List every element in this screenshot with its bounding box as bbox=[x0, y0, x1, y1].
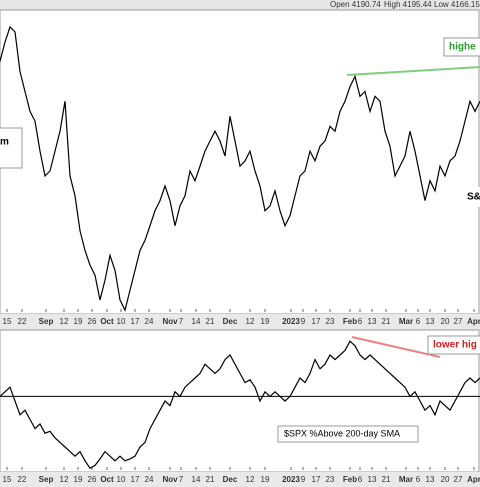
x-tick-label: 17 bbox=[131, 317, 140, 326]
x-tick-label: 15 bbox=[3, 317, 12, 326]
annotation: highe bbox=[449, 42, 476, 53]
x-tick-label: Sep bbox=[39, 317, 54, 326]
header-high: High 4195.44 bbox=[384, 0, 432, 9]
x-tick-label: Nov bbox=[162, 475, 178, 484]
x-tick-label: 7 bbox=[179, 317, 184, 326]
x-tick-label: 23 bbox=[326, 475, 335, 484]
x-tick-label: Apr bbox=[467, 475, 480, 484]
x-tick-label: Feb bbox=[343, 475, 357, 484]
annotation: m bbox=[0, 137, 9, 148]
x-tick-label: 15 bbox=[3, 475, 12, 484]
x-tick-label: Dec bbox=[223, 475, 238, 484]
x-tick-label: 14 bbox=[192, 317, 201, 326]
x-tick-label: 13 bbox=[426, 475, 435, 484]
x-tick-label: 9 bbox=[301, 317, 306, 326]
x-tick-label: Oct bbox=[100, 317, 114, 326]
x-tick-label: Apr bbox=[467, 317, 480, 326]
bottom-axis-strip bbox=[0, 472, 480, 487]
x-tick-label: 27 bbox=[454, 475, 463, 484]
x-tick-label: Oct bbox=[100, 475, 114, 484]
x-tick-label: 12 bbox=[246, 317, 255, 326]
note-box bbox=[427, 335, 480, 355]
x-tick-label: 2023 bbox=[282, 317, 300, 326]
x-tick-label: Mar bbox=[399, 475, 413, 484]
x-tick-label: 20 bbox=[441, 475, 450, 484]
x-tick-label: 21 bbox=[206, 317, 215, 326]
x-tick-label: 7 bbox=[179, 475, 184, 484]
x-tick-label: 2023 bbox=[282, 475, 300, 484]
x-tick-label: 22 bbox=[18, 475, 27, 484]
x-tick-label: Dec bbox=[223, 317, 238, 326]
x-tick-label: 13 bbox=[368, 475, 377, 484]
x-tick-label: 13 bbox=[368, 317, 377, 326]
trend-line bbox=[351, 336, 441, 358]
note-box bbox=[462, 187, 480, 207]
x-tick-label: 24 bbox=[145, 317, 154, 326]
x-tick-label: 13 bbox=[426, 317, 435, 326]
x-tick-label: Mar bbox=[399, 317, 413, 326]
x-tick-label: Nov bbox=[162, 317, 178, 326]
annotation: lower hig bbox=[433, 340, 477, 351]
note-box bbox=[0, 127, 23, 169]
x-tick-label: 10 bbox=[117, 317, 126, 326]
x-tick-label: 21 bbox=[382, 317, 391, 326]
price-line bbox=[0, 25, 480, 312]
x-tick-label: 26 bbox=[88, 475, 97, 484]
x-tick-label: 14 bbox=[192, 475, 201, 484]
note-box bbox=[443, 37, 480, 57]
x-tick-label: 12 bbox=[60, 475, 69, 484]
plots: 15 22 Sep 12 19 26 Oct 10 17 24 Nov 7 14 21 Dec 12 19 202… bbox=[0, 25, 480, 484]
x-tick-label: 10 bbox=[117, 475, 126, 484]
x-tick-label: 6 bbox=[358, 317, 363, 326]
trend-line bbox=[346, 66, 480, 76]
x-tick-label: 6 bbox=[416, 317, 421, 326]
x-tick-label: 17 bbox=[131, 475, 140, 484]
x-tick-label: 27 bbox=[454, 317, 463, 326]
bottom-panel bbox=[0, 329, 480, 473]
x-tick-label: 23 bbox=[326, 317, 335, 326]
annotation: S& bbox=[467, 192, 480, 203]
x-tick-label: 19 bbox=[261, 317, 270, 326]
x-tick-label: 6 bbox=[358, 475, 363, 484]
x-tick-label: 12 bbox=[60, 317, 69, 326]
price-line bbox=[0, 340, 480, 469]
x-tick-label: Sep bbox=[39, 475, 54, 484]
x-tick-label: Feb bbox=[343, 317, 357, 326]
x-tick-label: 26 bbox=[88, 317, 97, 326]
x-tick-label: 19 bbox=[261, 475, 270, 484]
x-tick-label: 20 bbox=[441, 317, 450, 326]
x-tick-label: 9 bbox=[301, 475, 306, 484]
x-tick-label: 21 bbox=[206, 475, 215, 484]
header-low: Low 4166.15 bbox=[434, 0, 480, 9]
header-strip bbox=[0, 0, 480, 10]
x-tick-label: 6 bbox=[416, 475, 421, 484]
x-tick-label: 19 bbox=[74, 317, 83, 326]
top-axis-strip bbox=[0, 314, 480, 330]
x-tick-label: 24 bbox=[145, 475, 154, 484]
x-tick-label: 22 bbox=[18, 317, 27, 326]
x-tick-label: 21 bbox=[382, 475, 391, 484]
x-tick-label: 17 bbox=[312, 317, 321, 326]
note-box bbox=[277, 425, 419, 443]
x-tick-label: 12 bbox=[246, 475, 255, 484]
header-open: Open 4190.74 bbox=[330, 0, 381, 9]
annotation: $SPX %Above 200-day SMA bbox=[284, 428, 400, 438]
x-tick-label: 19 bbox=[74, 475, 83, 484]
x-tick-label: 17 bbox=[312, 475, 321, 484]
